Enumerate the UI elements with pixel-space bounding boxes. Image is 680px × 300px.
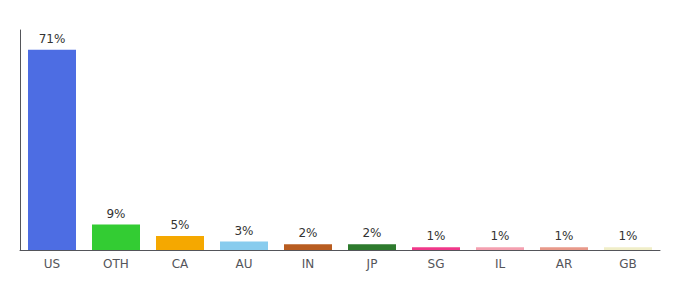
svg-text:1%: 1% [426, 229, 445, 243]
svg-text:3%: 3% [234, 224, 253, 238]
svg-text:2%: 2% [362, 226, 381, 240]
svg-text:2%: 2% [298, 226, 317, 240]
svg-text:IL: IL [495, 257, 506, 271]
svg-text:AR: AR [556, 257, 573, 271]
svg-text:9%: 9% [106, 207, 125, 221]
svg-text:1%: 1% [490, 229, 509, 243]
svg-text:71%: 71% [39, 32, 66, 46]
svg-text:JP: JP [366, 257, 378, 271]
svg-text:CA: CA [172, 257, 189, 271]
svg-text:GB: GB [619, 257, 637, 271]
svg-text:1%: 1% [618, 229, 637, 243]
svg-text:SG: SG [428, 257, 445, 271]
svg-text:1%: 1% [554, 229, 573, 243]
svg-text:OTH: OTH [103, 257, 129, 271]
svg-text:AU: AU [236, 257, 253, 271]
svg-text:US: US [44, 257, 60, 271]
svg-text:5%: 5% [170, 218, 189, 232]
svg-text:IN: IN [302, 257, 315, 271]
